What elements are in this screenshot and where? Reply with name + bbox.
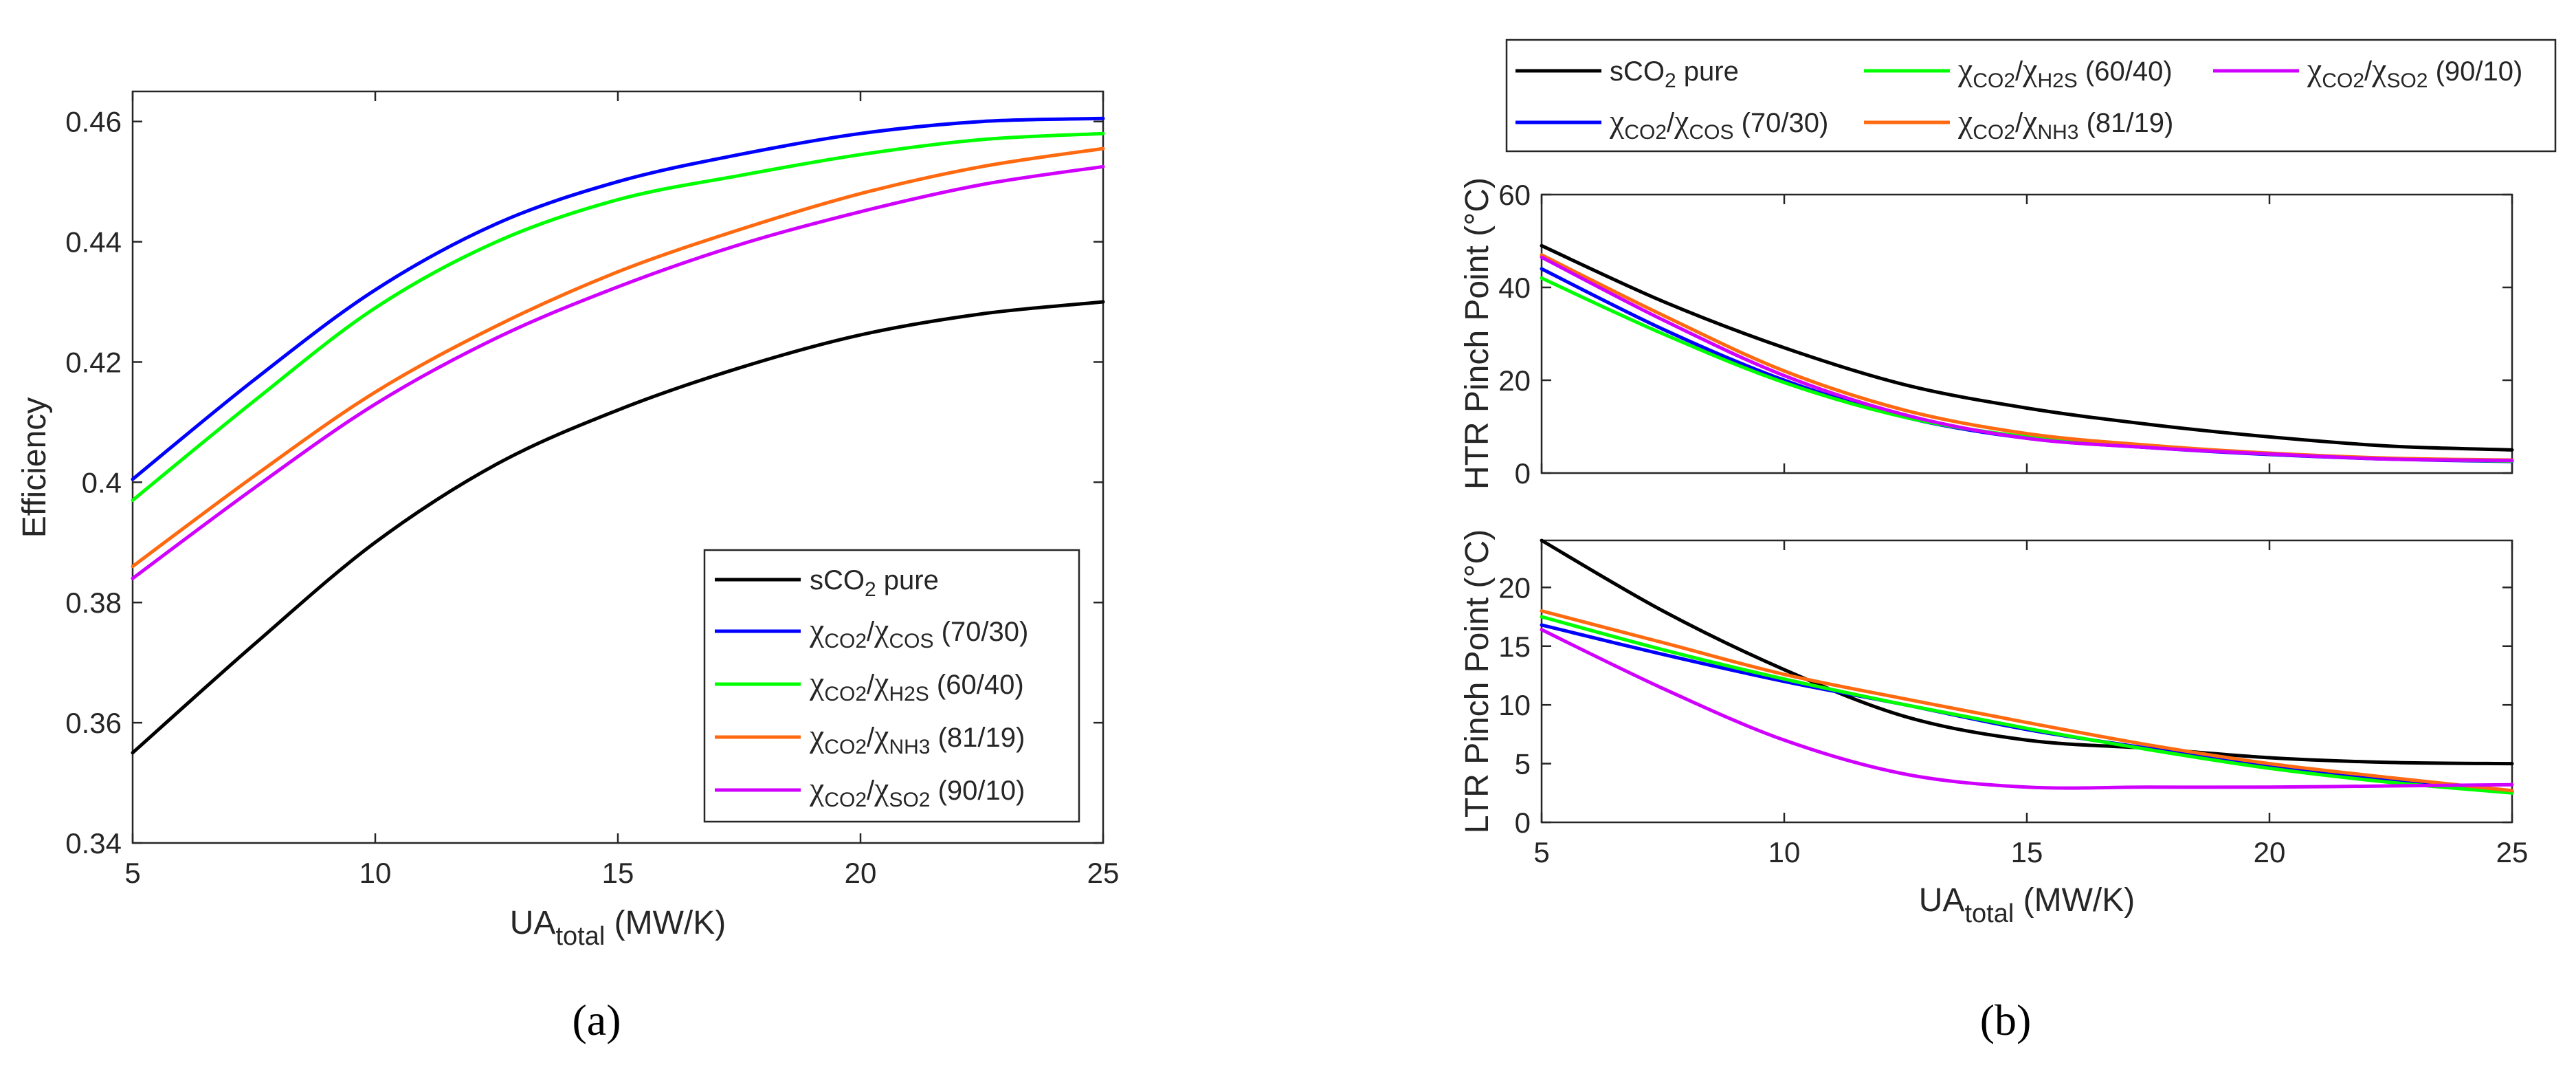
panel-b-legend-label-h2s: χCO2/χH2S (60/40) [1957, 52, 2173, 92]
panel-b-htr-line-pure [1540, 243, 2514, 452]
panel-b-ltr-line-so2 [1540, 628, 2514, 790]
panel-b-ltr-xtick-label: 5 [1533, 836, 1549, 868]
panel-a-ticks: 5 10 15 20 25 0.34 0.36 0.38 0.4 0.42 0.44 0.46 [65, 91, 1119, 889]
panel-b-htr-ytick-label: 20 [1498, 364, 1531, 397]
panel-b: sCO2 pure χCO2/χCOS (70/30) χCO2/χH2S (6… [1459, 39, 2557, 1044]
panel-b-htr-ytick-label: 40 [1498, 272, 1531, 304]
panel-b-htr-ticks: 0 20 40 60 [1498, 179, 2513, 490]
panel-a-legend-label-pure: sCO2 pure [810, 565, 939, 601]
panel-a-ytick-label: 0.46 [65, 106, 122, 138]
panel-b-legend-item-nh3: χCO2/χNH3 (81/19) [1864, 103, 2173, 144]
panel-a-label: (a) [572, 996, 621, 1044]
panel-a-line-cos [131, 116, 1105, 481]
panel-a-ytick-label: 0.44 [65, 226, 122, 259]
panel-b-ltr-xtick-label: 25 [2496, 836, 2529, 868]
panel-a-legend: sCO2 pure χCO2/χCOS (70/30) χCO2/χH2S (6… [703, 549, 1080, 823]
panel-b-htr-axes [1540, 193, 2513, 474]
panel-b-htr-ytick-label: 0 [1515, 457, 1531, 490]
panel-a-ytick-label: 0.4 [82, 466, 122, 498]
panel-b-label: (b) [1980, 996, 2032, 1044]
panel-b-ltr-ytick-label: 10 [1498, 689, 1531, 721]
panel-b-legend-item-h2s: χCO2/χH2S (60/40) [1864, 52, 2173, 92]
panel-b-legend-label-nh3: χCO2/χNH3 (81/19) [1957, 103, 2173, 144]
panel-a-legend-item-h2s: χCO2/χH2S (60/40) [715, 665, 1024, 705]
panel-b-ltr-ytick-label: 5 [1515, 748, 1531, 780]
panel-b-legend-item-cos: χCO2/χCOS (70/30) [1515, 103, 1828, 144]
panel-b-htr-line-so2 [1540, 255, 2514, 463]
panel-a-series [131, 116, 1105, 755]
panel-a-xtick-label: 5 [124, 857, 140, 889]
panel-a-ytick-label: 0.34 [65, 827, 122, 859]
panel-a: 5 10 15 20 25 0.34 0.36 0.38 0.4 0.42 0.44 0.46 Eff… [16, 90, 1119, 1044]
panel-b-ltr-line-nh3 [1540, 609, 2514, 793]
panel-b-ltr-line-h2s [1540, 615, 2514, 795]
panel-b-htr-series [1540, 243, 2514, 463]
panel-b-legend-label-cos: χCO2/χCOS (70/30) [1609, 103, 1828, 144]
panel-b-ltr-ylabel: LTR Pinch Point (°C) [1459, 529, 1496, 833]
panel-a-line-so2 [131, 164, 1105, 580]
panel-b-ltr-ytick-label: 20 [1498, 571, 1531, 604]
panel-a-ytick-label: 0.38 [65, 587, 122, 619]
panel-b-xlabel: UAtotal (MW/K) [1919, 882, 2135, 928]
panel-b-ltr-xtick-label: 20 [2254, 836, 2286, 868]
panel-b-ltr-line-pure [1540, 538, 2514, 766]
panel-b-legend-box [1505, 39, 2557, 153]
panel-b-ltr-ytick-label: 0 [1515, 807, 1531, 839]
panel-a-xtick-label: 15 [602, 857, 634, 889]
panel-b-ltr-series [1540, 538, 2514, 795]
panel-a-ylabel: Efficiency [16, 397, 53, 538]
panel-b-legend-item-so2: χCO2/χSO2 (90/10) [2213, 52, 2522, 92]
panel-a-line-h2s [131, 131, 1105, 503]
panel-b-legend: sCO2 pure χCO2/χCOS (70/30) χCO2/χH2S (6… [1505, 39, 2557, 153]
panel-a-xlabel: UAtotal (MW/K) [510, 905, 726, 951]
panel-b-legend-label-so2: χCO2/χSO2 (90/10) [2307, 52, 2522, 92]
panel-a-line-pure [131, 300, 1105, 755]
panel-a-xtick-label: 20 [845, 857, 877, 889]
panel-b-htr-ylabel: HTR Pinch Point (°C) [1459, 177, 1496, 490]
panel-a-legend-label-h2s: χCO2/χH2S (60/40) [809, 665, 1024, 705]
panel-a-legend-label-nh3: χCO2/χNH3 (81/19) [809, 718, 1025, 758]
panel-b-ltr-xtick-label: 10 [1768, 836, 1801, 868]
panel-a-line-nh3 [131, 146, 1105, 569]
panel-a-legend-label-cos: χCO2/χCOS (70/30) [809, 612, 1028, 653]
panel-a-legend-item-so2: χCO2/χSO2 (90/10) [715, 771, 1025, 811]
panel-b-legend-label-pure: sCO2 pure [1610, 56, 1739, 92]
panel-a-xtick-label: 25 [1087, 857, 1120, 889]
panel-a-legend-label-so2: χCO2/χSO2 (90/10) [809, 771, 1025, 811]
panel-a-xtick-label: 10 [359, 857, 392, 889]
panel-a-ytick-label: 0.36 [65, 707, 122, 739]
panel-b-ltr-ytick-label: 15 [1498, 631, 1531, 663]
panel-a-legend-item-cos: χCO2/χCOS (70/30) [715, 612, 1028, 653]
panel-a-legend-item-pure: sCO2 pure [715, 565, 939, 601]
panel-a-ytick-label: 0.42 [65, 346, 122, 378]
panel-b-legend-item-pure: sCO2 pure [1515, 56, 1739, 92]
panel-b-htr-ytick-label: 60 [1498, 179, 1531, 211]
panel-a-legend-item-nh3: χCO2/χNH3 (81/19) [715, 718, 1025, 758]
panel-b-ltr-xtick-label: 15 [2011, 836, 2043, 868]
